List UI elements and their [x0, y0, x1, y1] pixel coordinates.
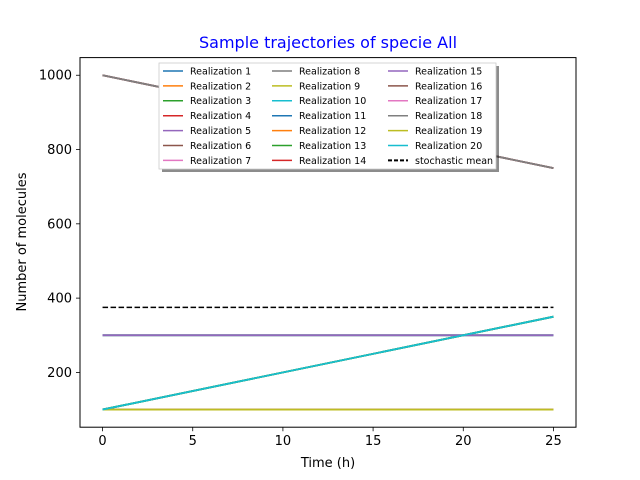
legend-label: Realization 5: [190, 126, 251, 137]
x-axis-ticks: 0 5 10 15 20 25: [98, 427, 562, 449]
legend-label: Realization 6: [190, 141, 251, 152]
y-axis-label: Number of molecules: [15, 172, 30, 311]
y-tick-label: 800: [47, 143, 72, 158]
legend-label: Realization 3: [190, 96, 251, 107]
legend-label: Realization 20: [415, 141, 482, 152]
legend-label: Realization 19: [415, 126, 482, 137]
legend-label: Realization 9: [299, 81, 360, 92]
legend-label: Realization 4: [190, 111, 251, 122]
x-tick-label: 15: [365, 434, 382, 449]
legend-label: Realization 1: [190, 66, 251, 77]
legend-label: Realization 14: [299, 156, 366, 167]
legend-label: Realization 11: [299, 111, 366, 122]
y-tick-label: 400: [47, 292, 72, 307]
legend-label: Realization 10: [299, 96, 366, 107]
legend: Realization 1 Realization 2 Realization 3 R…: [158, 62, 499, 172]
legend-label: Realization 12: [299, 126, 366, 137]
legend-label: Realization 17: [415, 96, 482, 107]
legend-label: Realization 2: [190, 81, 251, 92]
legend-label: Realization 15: [415, 66, 482, 77]
x-tick-label: 10: [275, 434, 292, 449]
y-tick-label: 200: [47, 366, 72, 381]
legend-label: Realization 13: [299, 141, 366, 152]
legend-label: Realization 18: [415, 111, 482, 122]
y-axis-ticks: 200 400 600 800 1000: [39, 69, 80, 381]
legend-label: Realization 16: [415, 81, 482, 92]
plot-frame: [79, 57, 577, 428]
chart-title: Sample trajectories of specie All: [199, 33, 457, 52]
x-tick-label: 25: [545, 434, 562, 449]
legend-label: stochastic mean: [415, 156, 493, 167]
legend-box: [158, 62, 497, 170]
x-tick-label: 0: [98, 434, 106, 449]
y-tick-label: 1000: [39, 69, 72, 84]
series-line-20: [102, 315, 554, 411]
x-tick-label: 20: [455, 434, 472, 449]
x-tick-label: 5: [189, 434, 197, 449]
legend-label: Realization 7: [190, 156, 251, 167]
y-tick-label: 600: [47, 217, 72, 232]
x-axis-label: Time (h): [300, 456, 355, 471]
legend-label: Realization 8: [299, 66, 360, 77]
